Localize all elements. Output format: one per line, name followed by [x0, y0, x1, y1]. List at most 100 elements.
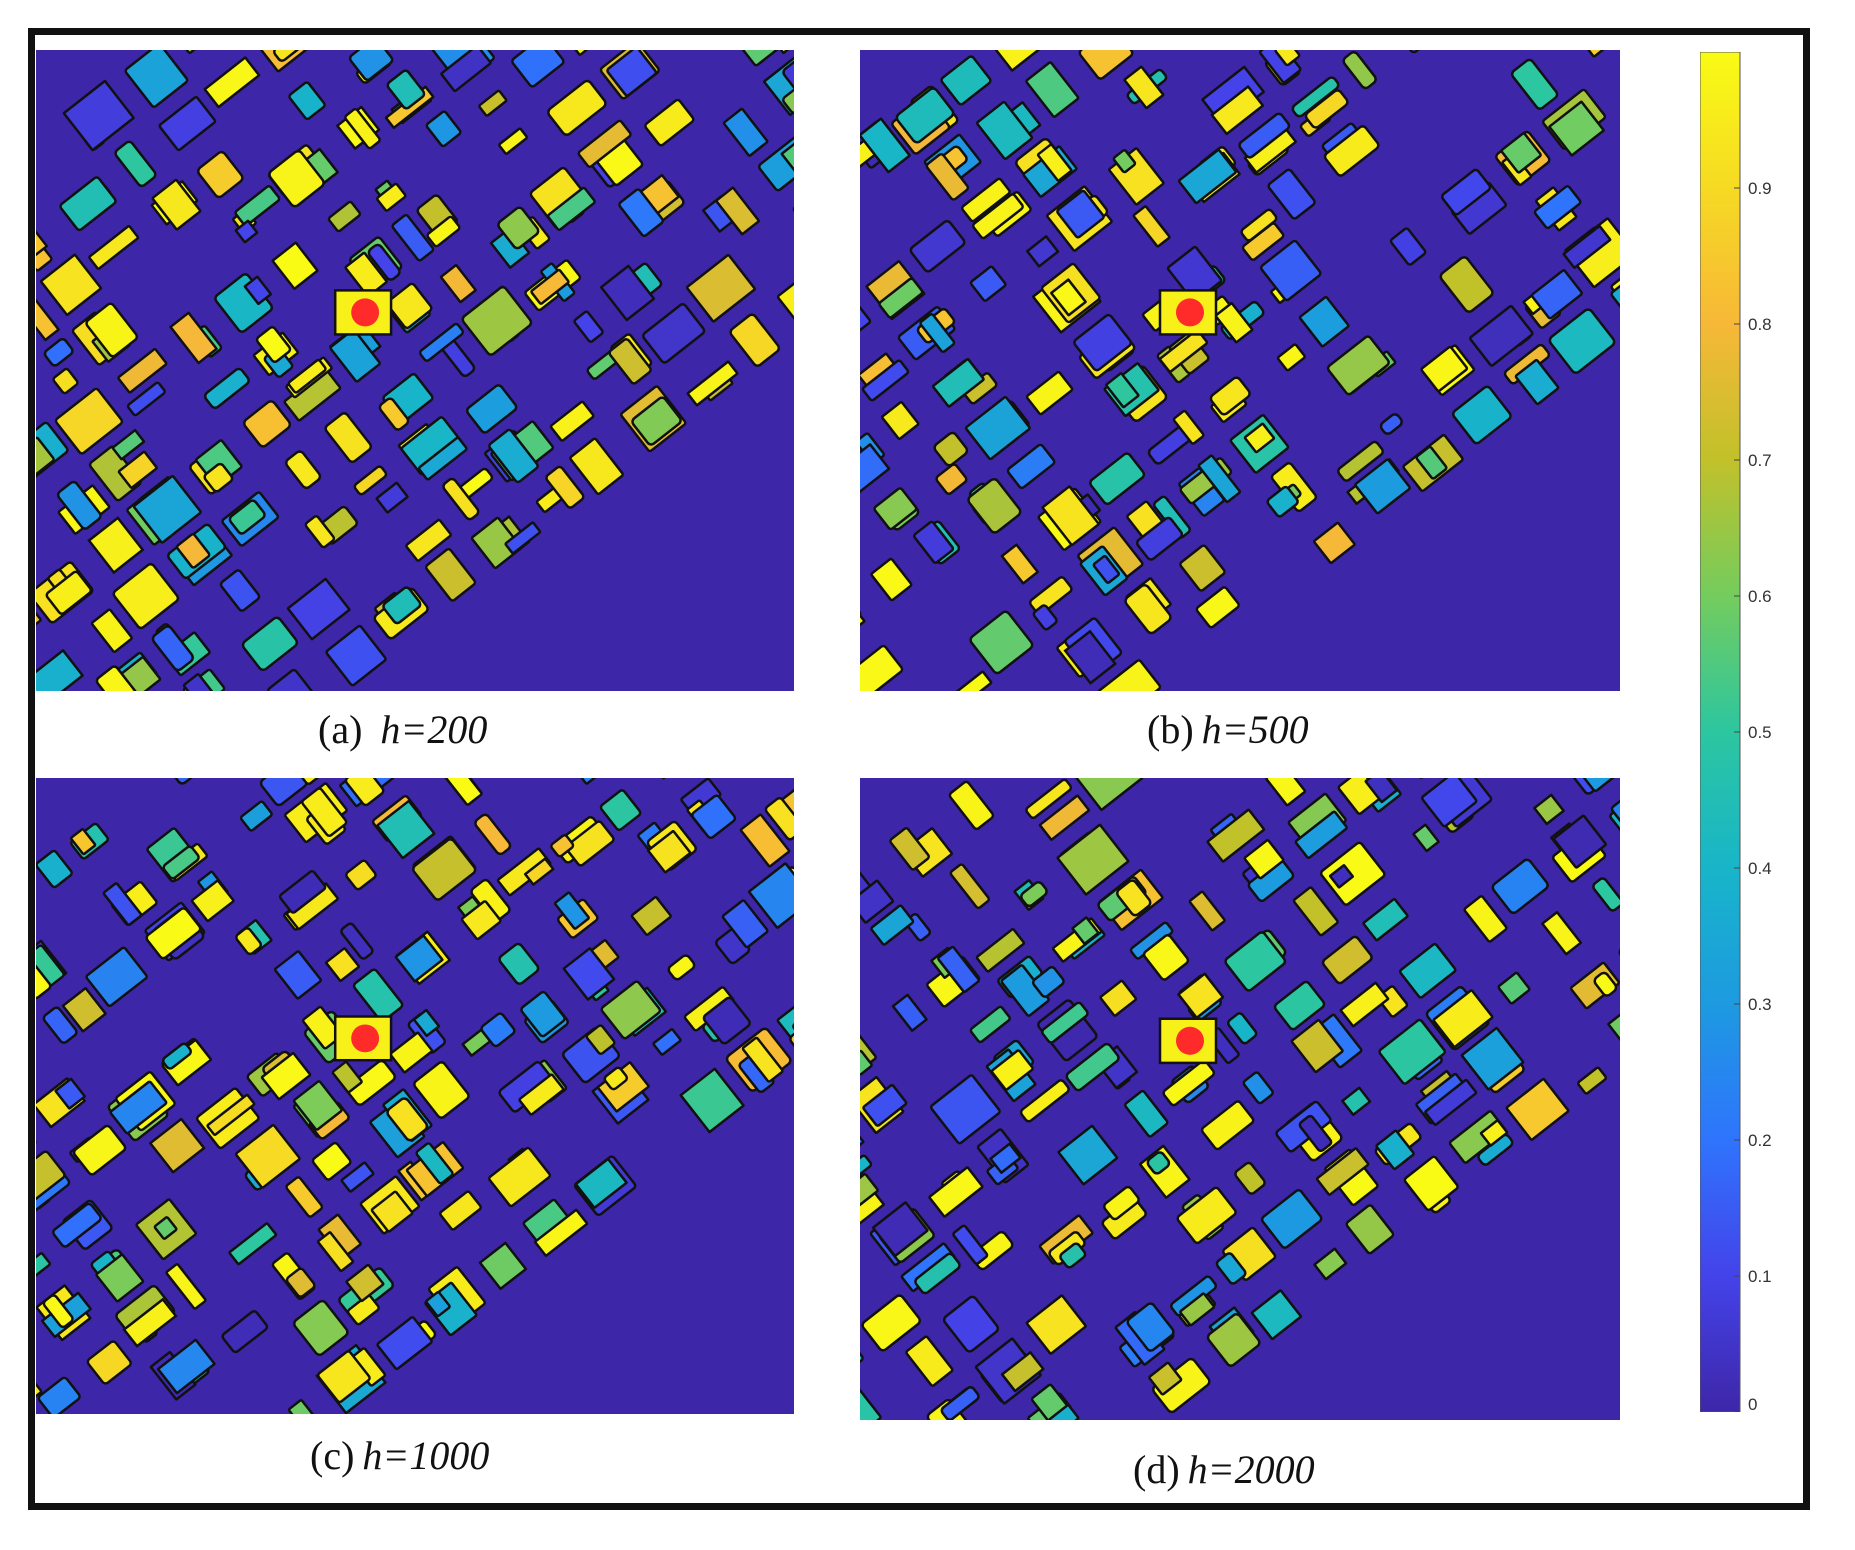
building	[860, 1154, 873, 1176]
building	[715, 186, 761, 236]
building	[340, 1161, 375, 1193]
building	[1006, 443, 1056, 490]
building	[56, 480, 102, 530]
building	[763, 50, 794, 117]
building	[271, 241, 319, 290]
building	[782, 50, 794, 94]
colorbar-tick-label: 0.3	[1748, 995, 1772, 1014]
building	[1533, 185, 1582, 230]
building	[1025, 61, 1080, 118]
building	[36, 649, 84, 691]
colorbar-tick-label: 0.7	[1748, 451, 1772, 470]
building	[132, 475, 202, 544]
building	[1552, 814, 1607, 869]
building	[234, 1123, 301, 1189]
building	[488, 1146, 552, 1208]
building	[599, 789, 642, 832]
building	[1243, 422, 1276, 454]
building	[1362, 897, 1409, 942]
map-d-svg	[860, 778, 1620, 1420]
building	[1030, 1383, 1079, 1420]
building	[553, 891, 590, 930]
building	[1227, 1012, 1258, 1045]
building	[1424, 1078, 1478, 1126]
building	[1056, 189, 1105, 239]
building	[967, 477, 1022, 534]
building	[1242, 1071, 1274, 1105]
building	[203, 367, 250, 409]
building	[260, 1052, 312, 1101]
building	[972, 193, 1024, 240]
map-panel-d	[860, 778, 1620, 1420]
building	[1238, 112, 1291, 159]
building	[1260, 1188, 1323, 1249]
building	[126, 381, 166, 417]
building	[1057, 1124, 1119, 1186]
building	[1031, 965, 1065, 998]
building	[1364, 778, 1398, 804]
building	[488, 428, 539, 484]
building	[425, 1291, 451, 1318]
building	[345, 1263, 385, 1303]
building	[1533, 793, 1565, 826]
building	[1215, 1252, 1247, 1285]
building	[1097, 659, 1162, 691]
building	[1319, 841, 1386, 906]
building	[891, 993, 928, 1032]
colorbar-gradient: 0 0.1 0.2 0.3 0.4 0.5 0.6 0.7 0.8 0.9	[1700, 52, 1772, 1412]
building	[937, 945, 981, 994]
colorbar-tick-label: 0.2	[1748, 1131, 1772, 1150]
building	[861, 359, 910, 402]
building	[1479, 1119, 1509, 1147]
colorbar-tick-label: 0.9	[1748, 179, 1772, 198]
building	[608, 338, 652, 385]
building	[1571, 50, 1609, 58]
building	[1209, 376, 1251, 416]
building	[1389, 227, 1427, 266]
building	[378, 397, 410, 431]
building	[1315, 1147, 1370, 1196]
building	[1491, 858, 1549, 915]
building	[285, 1176, 324, 1218]
building	[1103, 1185, 1140, 1221]
building	[1026, 235, 1060, 268]
building	[417, 436, 468, 481]
building	[1378, 1018, 1446, 1085]
building	[497, 206, 540, 250]
building	[533, 1208, 589, 1257]
building	[952, 1224, 989, 1265]
building	[1497, 971, 1531, 1005]
building	[618, 188, 664, 238]
colorbar-tick-label: 0.6	[1748, 587, 1772, 606]
building	[940, 55, 992, 106]
building	[1569, 778, 1620, 792]
building	[234, 219, 259, 244]
building	[413, 1061, 470, 1119]
building	[925, 153, 970, 201]
building	[228, 1222, 278, 1266]
building	[382, 586, 422, 625]
building	[511, 50, 565, 88]
building	[102, 882, 143, 926]
building	[1195, 586, 1240, 629]
building	[870, 557, 913, 602]
building	[1500, 132, 1542, 174]
building	[241, 616, 299, 671]
building	[460, 900, 502, 941]
building	[1105, 372, 1140, 409]
building	[1214, 302, 1254, 344]
building	[1176, 1186, 1237, 1245]
building	[1188, 890, 1226, 932]
building	[439, 1190, 482, 1231]
building	[203, 56, 261, 109]
building	[1294, 810, 1348, 860]
building	[285, 1267, 316, 1298]
location-marker	[351, 298, 380, 327]
building	[878, 277, 924, 319]
building	[461, 286, 533, 356]
building	[606, 50, 658, 97]
building	[345, 1059, 396, 1106]
building	[1354, 458, 1411, 515]
building	[1375, 1129, 1415, 1171]
building	[969, 265, 1007, 302]
